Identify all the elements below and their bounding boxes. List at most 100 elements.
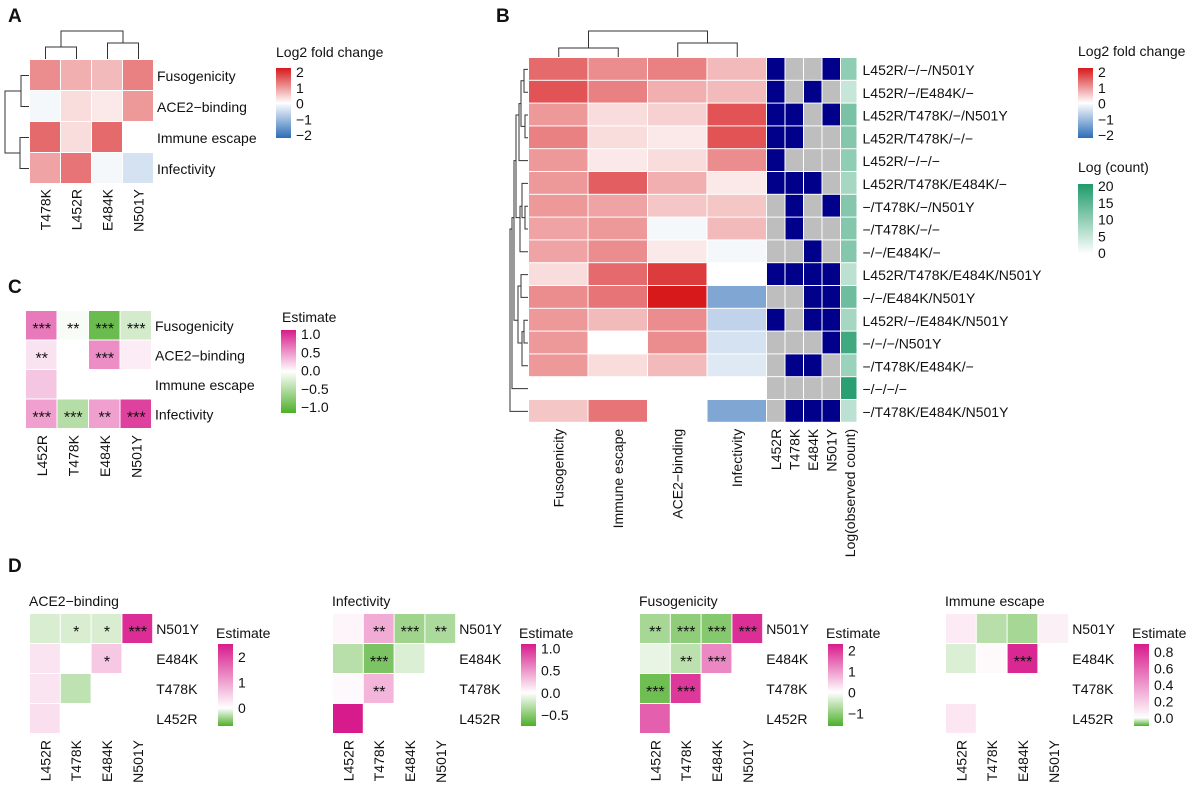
panel-c-cell [57,370,88,399]
panel-b-mutation-cell [785,58,803,80]
panel-b-count-cell [841,263,857,285]
panel-b-mutation-cell [804,217,822,240]
panel-d-infectivity-col-label: E484K [402,739,418,782]
panel-a-row-label: Infectivity [157,161,215,177]
panel-b-cell [648,240,707,263]
panel-d-fusogenicity-row-label: N501Y [766,621,809,637]
panel-d-fusogenicity-col-label: L452R [647,740,663,781]
panel-d-ace2-binding-row-label: T478K [156,681,198,697]
panel-b-row-label: −/T478K/−/N501Y [863,199,976,215]
panel-d-immune-escape-cell [946,704,976,733]
panel-b-mutation-cell [785,308,803,331]
panel-d-infectivity-col-label: T478K [371,739,387,781]
panel-b-row-dendrogram [524,114,528,139]
panel-b-mutation-cell [785,377,803,399]
panel-d-immune-escape-colorbar-tick-label: 0.6 [1154,661,1174,677]
panel-b-cell [648,126,707,149]
panel-d-immune-escape-colorbar-tick-label: 0.8 [1154,644,1174,660]
panel-d-immune-escape-col-label: T478K [984,739,1000,781]
panel-b-mutation-cell [804,172,822,194]
panel-c-significance: *** [32,409,51,426]
panel-b-row-dendrogram [511,217,528,390]
panel-d-fusogenicity-cell [640,674,670,703]
panel-b-cell [648,58,707,80]
panel-b-count-cell [841,217,857,240]
panel-d-immune-escape-cell [976,614,1007,643]
panel-a-colorbar-tick-label: 0 [296,96,304,112]
panel-b-row-dendrogram [523,68,528,93]
panel-d-ace2-binding-row-label: L452R [156,711,197,727]
panel-b-mutation-col-label: Log(observed count) [842,429,858,557]
panel-b-col-label: Immune escape [610,429,626,529]
panel-b-mutation-cell [822,194,840,217]
panel-d-immune-escape-title: Immune escape [945,593,1045,609]
panel-b-count-colorbar-tick-label: 20 [1098,178,1114,194]
panel-letter-b: B [496,6,510,27]
panel-b-cell [648,354,707,377]
panel-b-row-dendrogram [518,103,528,162]
panel-d-infectivity-cell [394,614,425,643]
panel-d-infectivity-cell [333,704,363,733]
panel-b-cell [529,103,588,126]
panel-d-ace2-binding-title: ACE2−binding [29,593,119,609]
panel-b-mutation-cell [785,194,803,217]
panel-d-infectivity-significance: ** [373,624,385,641]
panel-b-mutation-cell [767,308,785,331]
panel-c-significance: *** [95,321,114,338]
panel-b-cell [529,217,588,240]
panel-d-ace2-binding-colorbar [218,644,233,726]
panel-d-infectivity-cell [333,674,363,703]
panel-d-fusogenicity-significance: *** [708,624,727,641]
panel-d-infectivity-legend-title: Estimate [519,625,574,641]
panel-b-mutation-cell [822,172,840,194]
panel-b-mutation-cell [785,103,803,126]
panel-b-count-cell [841,103,857,126]
panel-c-col-label: N501Y [128,434,144,477]
panel-d-infectivity-cell [363,644,394,673]
panel-d-fusogenicity-cell [640,614,670,643]
panel-c-significance: *** [64,409,83,426]
panel-d-ace2-binding-col-label: E484K [99,739,115,782]
panel-a-col-label: T478K [38,188,54,230]
panel-b-count-colorbar-tick-label: 15 [1098,195,1114,211]
panel-c-row-label: Infectivity [155,407,213,423]
panel-b-mutation-cell [804,240,822,263]
panel-a-row-dendrogram [4,90,21,154]
panel-letter-a: A [8,6,22,27]
panel-d-immune-escape-cell [1007,614,1038,643]
panel-b-mutation-cell [767,240,785,263]
panel-d-infectivity-row-label: N501Y [459,621,502,637]
panel-b-row-dendrogram [513,160,518,321]
panel-b-mutation-cell [767,103,785,126]
panel-b-cell [529,194,588,217]
panel-b-count-cell [841,126,857,149]
panel-b-col-dendrogram [677,42,738,57]
panel-letter-d: D [8,556,22,577]
panel-c-cell [26,370,57,399]
panel-d-infectivity-colorbar-tick-label: 0.0 [541,685,561,701]
panel-d-ace2-binding-significance: * [104,624,110,641]
panel-d-fusogenicity-significance: *** [738,624,757,641]
panel-c-colorbar-tick-label: −1.0 [301,399,329,415]
panel-d-ace2-binding-cell [91,644,122,673]
panel-b-mutation-cell [767,194,785,217]
panel-b-cell [588,172,647,194]
panel-b-mutation-cell [804,149,822,171]
panel-b-row-label: L452R/T478K/E484K/N501Y [863,267,1043,283]
panel-d-fusogenicity-cell [640,644,670,673]
panel-b-mutation-col-label: N501Y [824,428,840,471]
panel-c-legend-title: Estimate [282,309,337,325]
panel-b-mutation-cell [785,80,803,103]
panel-b-cell [707,263,766,285]
panel-b-cell [648,400,707,422]
panel-b-cell [648,217,707,240]
panel-b-row-dendrogram [520,274,528,298]
panel-b-col-label: Infectivity [729,429,745,487]
panel-a-cell [123,91,153,121]
panel-b-mutation-cell [785,354,803,377]
panel-d-immune-escape-col-label: E484K [1015,739,1031,782]
panel-d-ace2-binding-significance: *** [128,624,147,641]
panel-d-immune-escape-significance: *** [1014,654,1033,671]
panel-b-mutation-cell [804,377,822,399]
panel-d-immune-escape-cell [1007,644,1038,673]
